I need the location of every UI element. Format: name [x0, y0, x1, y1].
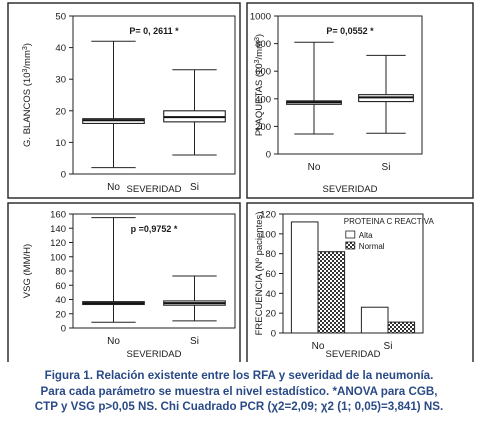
y-axis-label-part: 3: [22, 69, 29, 73]
y-tick-label: 1000: [250, 12, 271, 23]
legend-swatch-alta: [345, 230, 356, 239]
y-tick-label: 0: [61, 324, 66, 335]
caption-line-2: Para cada parámetro se muestra el nivel …: [40, 384, 438, 398]
x-axis-label: SEVERIDAD: [323, 184, 378, 195]
y-tick-label: 0: [266, 150, 271, 161]
plot-area-1: [72, 15, 236, 175]
y-tick-label: 20: [265, 309, 276, 320]
panel-frame-1: [7, 2, 241, 199]
y-axis-label-part: /mm: [254, 41, 265, 60]
y-axis-label-part: 3: [254, 59, 261, 63]
p-value-annotation: p =0,9752 *: [131, 224, 178, 234]
x-tick-label: No: [107, 182, 120, 193]
y-axis-label-part: /mm: [22, 50, 33, 69]
y-tick-label: 30: [55, 75, 66, 86]
y-tick-label: 0: [61, 170, 66, 181]
legend-label: Alta: [359, 231, 373, 240]
y-tick-label: 80: [265, 249, 276, 260]
figure-caption: Figura 1. Relación existente entre los R…: [6, 368, 472, 415]
y-tick-label: 40: [55, 43, 66, 54]
y-tick-label: 160: [50, 210, 66, 221]
y-tick-label: 200: [255, 122, 271, 133]
y-axis-label-part: ): [22, 43, 33, 46]
y-tick-label: 600: [255, 67, 271, 78]
y-axis-label-part: FRECUENCIA (Nº pacientes): [254, 212, 265, 336]
y-tick-label: 20: [55, 106, 66, 117]
x-tick-label: No: [312, 341, 325, 352]
y-axis-label: PLAQUETAS (103/mm3): [254, 34, 265, 136]
y-tick-label: 20: [55, 309, 66, 320]
y-tick-label: 60: [265, 269, 276, 280]
y-axis-label-part: ): [254, 34, 265, 37]
y-axis-label: FRECUENCIA (Nº pacientes): [254, 212, 265, 336]
plot-area-2: [277, 15, 423, 155]
legend-swatch-normal: [345, 241, 356, 250]
y-tick-label: 120: [50, 238, 66, 249]
y-axis-label-part: 3: [22, 46, 29, 50]
x-tick-label: Si: [384, 341, 393, 352]
y-axis-label: VSG (MM/H): [22, 244, 33, 298]
x-axis-label: SEVERIDAD: [326, 349, 381, 360]
y-axis-label-part: PLAQUETAS (10: [254, 63, 265, 136]
y-tick-label: 40: [265, 289, 276, 300]
y-axis-label: G. BLANCOS (103/mm3): [22, 43, 33, 147]
panel-frame-4: [246, 202, 474, 362]
panel-frame-3: [7, 202, 241, 362]
x-axis-label: SEVERIDAD: [127, 349, 182, 360]
y-tick-label: 100: [260, 229, 276, 240]
bar-normal: [387, 321, 416, 334]
y-tick-label: 40: [55, 295, 66, 306]
y-axis-label-part: 3: [254, 37, 261, 41]
x-tick-label: No: [308, 162, 321, 173]
p-value-annotation: P= 0,0552 *: [326, 26, 374, 36]
x-axis-label: SEVERIDAD: [127, 184, 182, 195]
legend-title: PROTEINA C REACTIVA: [344, 217, 435, 226]
bar-alta: [360, 306, 389, 334]
y-tick-label: 60: [55, 281, 66, 292]
y-axis-label-part: G. BLANCOS (10: [22, 73, 33, 147]
y-tick-label: 400: [255, 94, 271, 105]
y-axis-label-part: VSG (MM/H): [22, 244, 33, 298]
caption-line-1: Figura 1. Relación existente entre los R…: [44, 369, 434, 382]
y-tick-label: 120: [260, 210, 276, 221]
x-tick-label: Si: [190, 182, 199, 193]
x-tick-label: Si: [190, 336, 199, 347]
x-tick-label: No: [107, 336, 120, 347]
caption-line-3: CTP y VSG p>0,05 NS. Chi Cuadrado PCR (χ…: [34, 400, 444, 413]
x-tick-label: Si: [382, 162, 391, 173]
y-tick-label: 100: [50, 252, 66, 263]
bar-normal: [317, 251, 346, 334]
y-tick-label: 800: [255, 39, 271, 50]
y-tick-label: 0: [271, 329, 276, 340]
y-tick-label: 80: [55, 267, 66, 278]
y-tick-label: 10: [55, 138, 66, 149]
p-value-annotation: P= 0, 2611 *: [129, 26, 179, 36]
figure-panels: 0 10 20 30 40 50 G. BLANCOS (103/mm3) No Si SEVER…: [7, 2, 474, 362]
y-tick-label: 140: [50, 224, 66, 235]
bar-alta: [290, 221, 319, 334]
y-tick-label: 50: [55, 12, 66, 23]
legend-label: Normal: [359, 242, 385, 251]
